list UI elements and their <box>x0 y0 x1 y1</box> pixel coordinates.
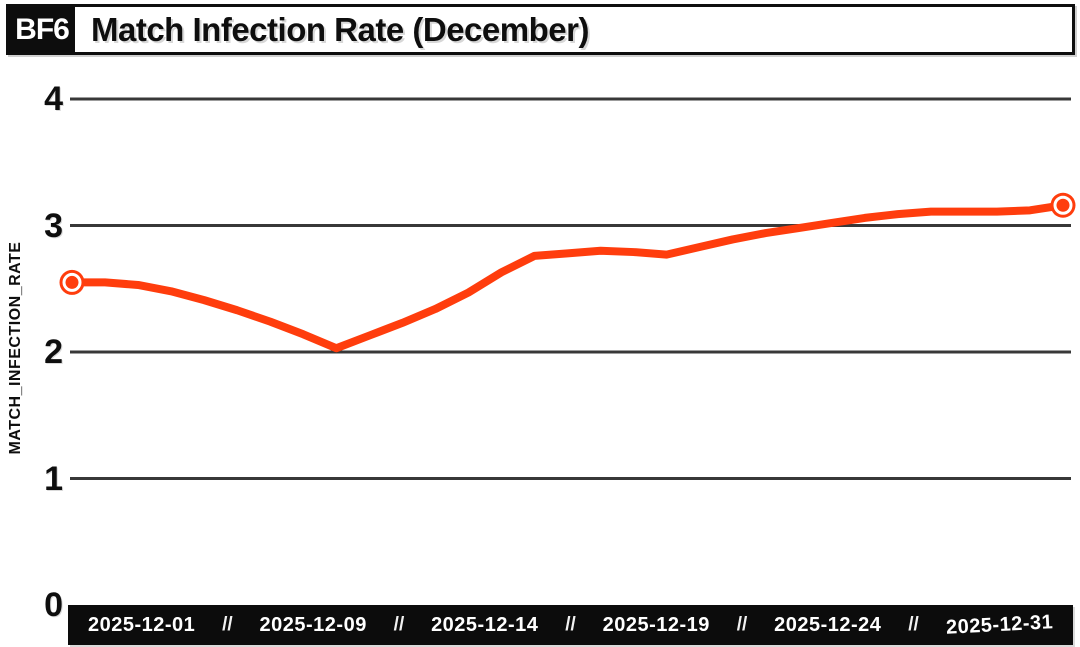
y-tick-label: 2 <box>44 333 63 371</box>
series-line <box>68 201 1067 353</box>
x-tick-separator: // <box>908 614 919 635</box>
x-tick-label: 2025-12-31 <box>945 610 1054 639</box>
y-tick-label: 3 <box>44 206 63 245</box>
y-tick-label: 1 <box>44 459 63 498</box>
x-tick-label: 2025-12-09 <box>259 613 367 636</box>
x-tick-separator: // <box>565 614 576 635</box>
data-point-marker-ring <box>62 272 82 292</box>
x-tick-separator: // <box>736 614 748 635</box>
x-tick-label: 2025-12-01 <box>88 613 196 636</box>
y-tick-label: 4 <box>44 80 63 118</box>
x-tick-separator: // <box>393 614 405 635</box>
chart-header: BF6 Match Infection Rate (December) <box>6 4 1075 55</box>
x-tick-label: 2025-12-19 <box>602 613 710 636</box>
chart-title: Match Infection Rate (December) <box>91 10 589 48</box>
y-tick-label: 0 <box>44 586 63 624</box>
endpoint-markers <box>59 192 1076 295</box>
x-axis-date-bar: 2025-12-01 // 2025-12-09 // 2025-12-14 // 2025… <box>68 605 1073 645</box>
x-tick-separator: // <box>222 614 233 635</box>
x-tick-label: 2025-12-14 <box>431 613 539 636</box>
gridlines <box>70 97 1071 480</box>
x-tick-label: 2025-12-24 <box>774 613 882 636</box>
data-point-marker-ring <box>1053 195 1073 215</box>
bf6-badge: BF6 <box>9 7 75 52</box>
